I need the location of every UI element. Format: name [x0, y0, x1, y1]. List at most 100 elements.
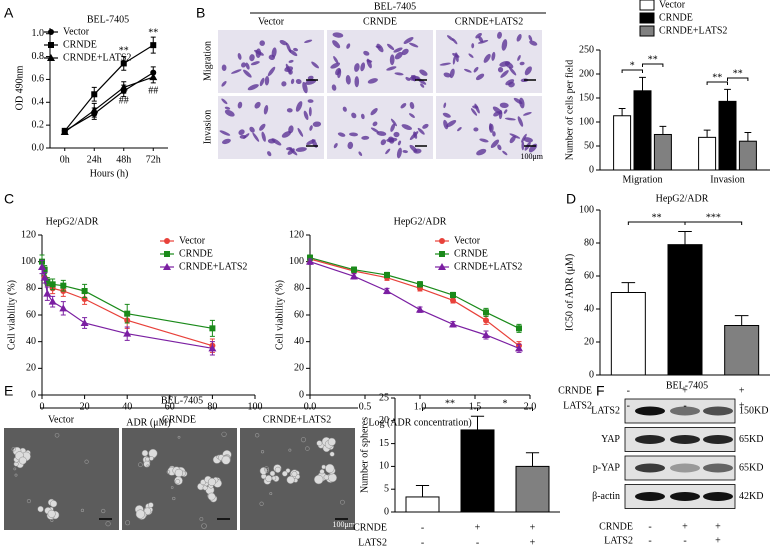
significance-label: *	[503, 398, 508, 409]
x-axis-label: Log (ADR concentration)	[368, 417, 471, 428]
marker	[91, 91, 98, 98]
bar	[633, 90, 652, 171]
x-tick-label: 72h	[146, 154, 161, 165]
series-line	[64, 76, 154, 133]
y-tick-label: 40	[584, 303, 594, 314]
legend-marker	[164, 238, 170, 244]
bar	[718, 100, 737, 171]
cell	[446, 35, 454, 42]
cell	[288, 49, 298, 57]
sphere-cell	[265, 475, 273, 482]
series-line	[64, 44, 154, 132]
cell	[501, 39, 508, 51]
y-tick-label: 120	[21, 229, 36, 240]
marker	[209, 325, 216, 332]
cell	[333, 142, 338, 149]
cell	[345, 75, 351, 85]
y-tick-label: 1.0	[32, 28, 45, 39]
marker	[450, 292, 456, 298]
marker	[90, 106, 99, 114]
y-tick-label: 0.0	[32, 142, 45, 153]
condition-mark: +	[715, 521, 721, 532]
y-tick-label: 5	[384, 483, 389, 494]
cell	[457, 127, 462, 132]
blot-band	[670, 492, 700, 501]
legend-label: CRNDE	[179, 248, 213, 259]
panel-label: F	[596, 383, 605, 399]
scale-label: 100μm	[520, 152, 543, 161]
sphere-cell	[175, 478, 181, 484]
y-tick-label: 80	[26, 283, 36, 294]
cell	[303, 110, 309, 121]
condition-mark: -	[476, 537, 479, 548]
significance-bracket	[706, 81, 728, 85]
sphere-cell	[321, 464, 326, 470]
sphere-cell	[141, 449, 149, 457]
condition-mark: -	[627, 400, 630, 411]
cell	[385, 148, 391, 155]
cell	[489, 123, 494, 133]
marker	[60, 282, 67, 289]
legend-marker	[439, 238, 445, 244]
marker	[383, 287, 391, 294]
cell	[288, 59, 294, 63]
condition-name: CRNDE	[599, 521, 633, 532]
cell	[332, 32, 344, 38]
cell	[224, 109, 235, 117]
y-tick-label: 20	[294, 363, 304, 374]
debris	[340, 499, 345, 505]
cell	[449, 68, 455, 79]
marker	[123, 329, 132, 337]
sphere-cell	[316, 440, 323, 447]
error-bar	[621, 282, 636, 293]
cell	[409, 113, 415, 118]
y-tick-label: 20	[379, 415, 389, 426]
sphere-cell	[274, 466, 281, 473]
cell	[307, 99, 314, 103]
marker	[44, 278, 51, 285]
legend-swatch	[639, 0, 655, 11]
sphere-cell	[37, 505, 44, 513]
cell	[349, 132, 359, 137]
cell	[288, 125, 294, 134]
cell	[523, 137, 533, 143]
cell	[295, 147, 307, 152]
cell	[390, 123, 396, 132]
cell	[259, 77, 265, 87]
row-label: Migration	[202, 41, 213, 81]
y-axis-label: IC50 of ADR (μM)	[564, 254, 575, 331]
panel-label: A	[4, 5, 14, 21]
debris	[54, 432, 60, 438]
x-tick-label: 80	[207, 401, 217, 412]
legend-marker	[47, 54, 55, 61]
debris	[269, 492, 273, 496]
cell	[400, 103, 407, 109]
legend-label: CRNDE+LATS2	[659, 25, 727, 36]
sphere-cell	[313, 474, 324, 485]
y-tick-label: 100	[579, 116, 594, 127]
x-tick-label: 40	[122, 401, 132, 412]
sphere-cell	[269, 470, 276, 477]
legend-marker	[163, 263, 171, 270]
sphere-cell	[207, 492, 216, 501]
cell	[502, 150, 508, 156]
error-bar	[678, 230, 692, 245]
condition-mark: -	[648, 535, 651, 546]
cell	[249, 126, 255, 133]
marker	[417, 281, 423, 288]
x-tick-label: 100	[248, 401, 263, 412]
legend-marker	[439, 251, 445, 257]
legend-label: Vector	[454, 235, 481, 246]
sphere-cell	[271, 475, 277, 481]
condition-mark: +	[475, 522, 481, 533]
x-tick-label: 48h	[116, 154, 131, 165]
size-label: 150KD	[739, 405, 768, 416]
y-tick-label: 150	[579, 92, 594, 103]
y-tick-label: 40	[294, 336, 304, 347]
cell	[417, 127, 425, 135]
cell	[254, 101, 261, 109]
error-bar	[734, 315, 749, 326]
cell	[221, 80, 227, 87]
x-tick-label: 60	[165, 401, 175, 412]
marker	[449, 320, 457, 328]
